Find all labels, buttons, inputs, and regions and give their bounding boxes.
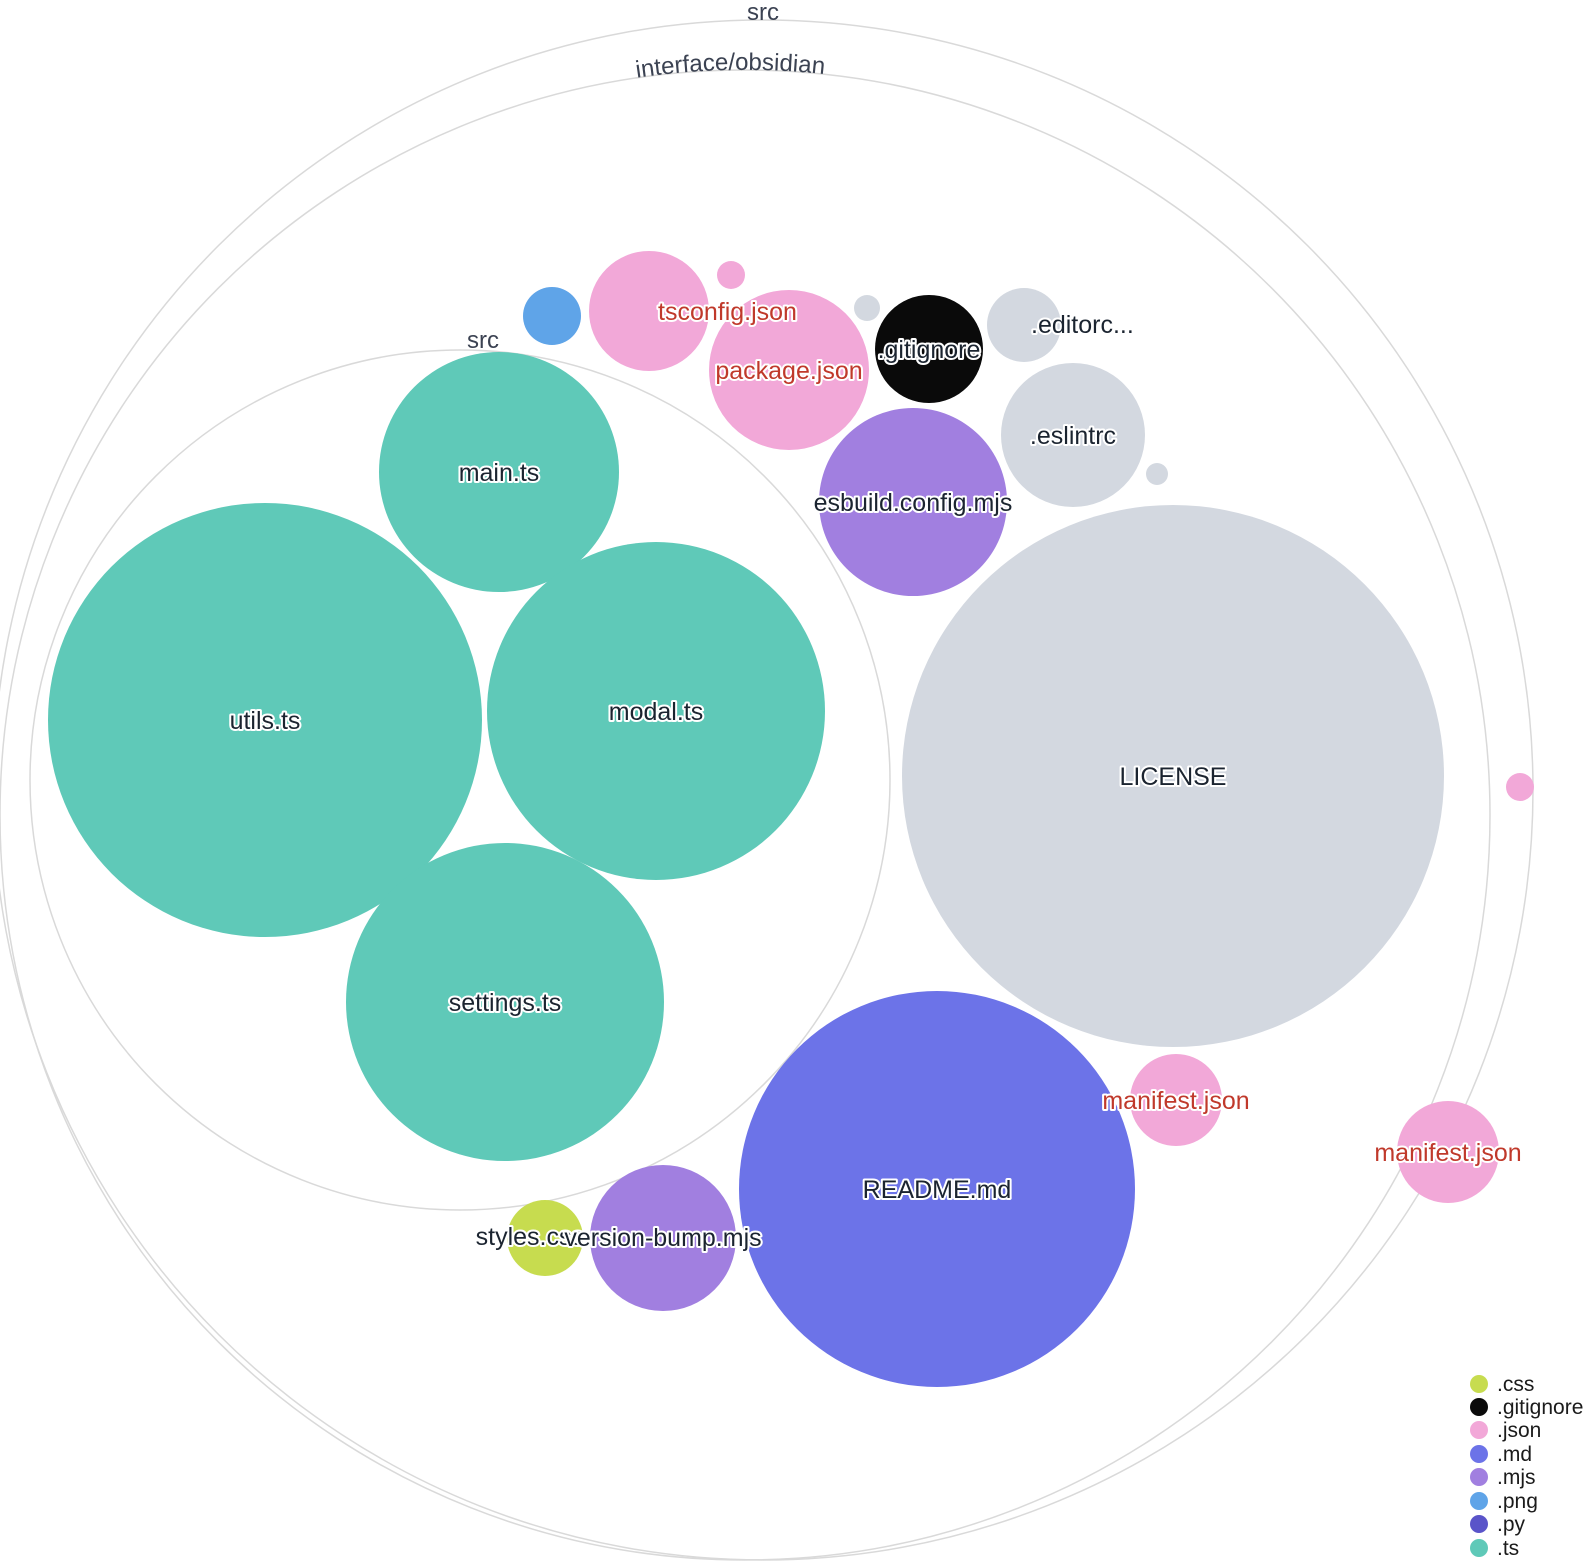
svg-text:.editorc...: .editorc... xyxy=(1031,311,1134,339)
svg-text:main.ts: main.ts xyxy=(459,459,540,487)
svg-text:src: src xyxy=(747,0,779,26)
svg-text:.json: .json xyxy=(1497,1419,1541,1442)
svg-text:.gitignore: .gitignore xyxy=(878,336,981,364)
svg-text:modal.ts: modal.ts xyxy=(609,698,703,726)
svg-text:.py: .py xyxy=(1497,1513,1526,1536)
svg-text:.css: .css xyxy=(1497,1373,1534,1396)
svg-text:README.md: README.md xyxy=(863,1176,1012,1204)
svg-text:interface/obsidian: interface/obsidian xyxy=(634,49,827,84)
svg-text:.png: .png xyxy=(1497,1490,1538,1513)
svg-text:package.json: package.json xyxy=(715,357,862,385)
svg-text:LICENSE: LICENSE xyxy=(1120,763,1227,791)
svg-text:.md: .md xyxy=(1497,1443,1532,1466)
svg-text:version-bump.mjs: version-bump.mjs xyxy=(564,1224,761,1252)
svg-text:src: src xyxy=(467,327,499,354)
svg-text:settings.ts: settings.ts xyxy=(449,989,562,1017)
svg-text:tsconfig.json: tsconfig.json xyxy=(658,298,797,326)
svg-text:utils.ts: utils.ts xyxy=(230,707,301,735)
svg-text:.ts: .ts xyxy=(1497,1537,1519,1560)
svg-text:.gitignore: .gitignore xyxy=(1497,1396,1583,1419)
svg-text:.mjs: .mjs xyxy=(1497,1466,1536,1489)
svg-text:manifest.json: manifest.json xyxy=(1102,1087,1249,1115)
svg-text:esbuild.config.mjs: esbuild.config.mjs xyxy=(814,489,1013,517)
svg-text:manifest.json: manifest.json xyxy=(1374,1139,1521,1167)
svg-text:.eslintrc: .eslintrc xyxy=(1030,422,1116,450)
